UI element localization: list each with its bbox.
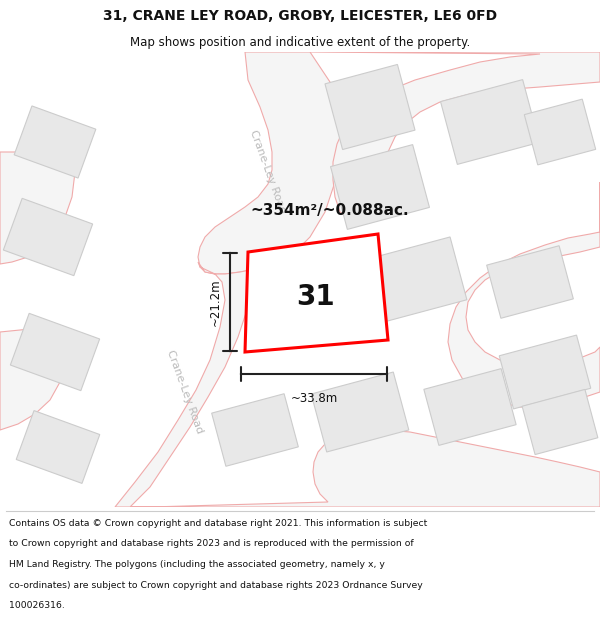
Polygon shape — [440, 79, 539, 164]
Text: to Crown copyright and database rights 2023 and is reproduced with the permissio: to Crown copyright and database rights 2… — [9, 539, 413, 549]
Polygon shape — [16, 411, 100, 483]
Polygon shape — [448, 182, 600, 407]
Text: Crane-Ley Road: Crane-Ley Road — [248, 129, 288, 215]
Polygon shape — [0, 327, 65, 430]
Polygon shape — [363, 237, 467, 323]
Polygon shape — [325, 64, 415, 149]
Polygon shape — [245, 234, 388, 352]
Polygon shape — [115, 262, 252, 507]
Text: 31, CRANE LEY ROAD, GROBY, LEICESTER, LE6 0FD: 31, CRANE LEY ROAD, GROBY, LEICESTER, LE… — [103, 9, 497, 23]
Polygon shape — [14, 106, 96, 178]
Polygon shape — [4, 198, 92, 276]
Text: ~21.2m: ~21.2m — [209, 278, 222, 326]
Text: HM Land Registry. The polygons (including the associated geometry, namely x, y: HM Land Registry. The polygons (includin… — [9, 560, 385, 569]
Polygon shape — [524, 99, 596, 165]
Polygon shape — [499, 335, 591, 409]
Polygon shape — [198, 52, 340, 274]
Polygon shape — [130, 430, 600, 507]
Text: Contains OS data © Crown copyright and database right 2021. This information is : Contains OS data © Crown copyright and d… — [9, 519, 427, 528]
Polygon shape — [331, 144, 430, 229]
Text: 100026316.: 100026316. — [9, 601, 65, 611]
Text: 31: 31 — [296, 283, 334, 311]
Text: ~33.8m: ~33.8m — [290, 392, 338, 405]
Polygon shape — [522, 389, 598, 454]
Text: Map shows position and indicative extent of the property.: Map shows position and indicative extent… — [130, 36, 470, 49]
Polygon shape — [487, 246, 574, 318]
Polygon shape — [424, 369, 516, 446]
Polygon shape — [310, 52, 600, 222]
Text: co-ordinates) are subject to Crown copyright and database rights 2023 Ordnance S: co-ordinates) are subject to Crown copyr… — [9, 581, 423, 590]
Polygon shape — [0, 152, 75, 264]
Text: Crane-Ley Road: Crane-Ley Road — [165, 349, 205, 435]
Polygon shape — [10, 313, 100, 391]
Text: ~354m²/~0.088ac.: ~354m²/~0.088ac. — [250, 202, 409, 217]
Polygon shape — [311, 372, 409, 452]
Polygon shape — [212, 394, 298, 466]
